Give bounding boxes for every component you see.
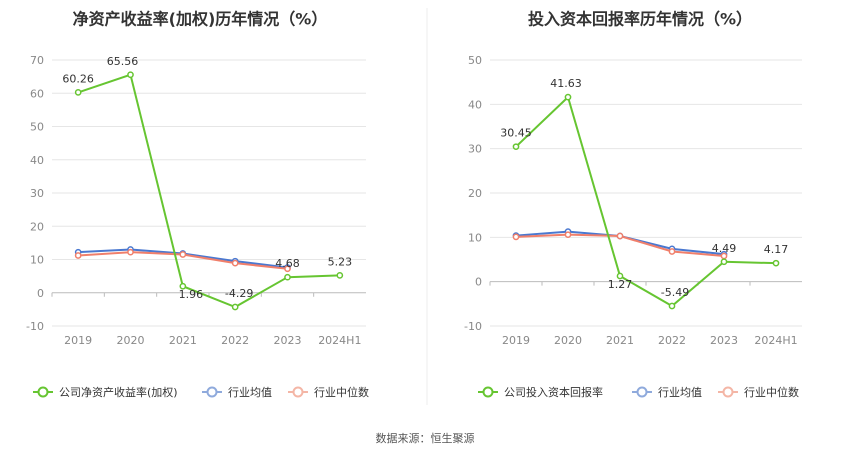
y-tick-label: 10	[30, 254, 44, 267]
data-label: 65.56	[107, 55, 139, 68]
data-label: 5.23	[328, 255, 353, 268]
data-point	[231, 259, 239, 267]
data-point	[179, 251, 187, 258]
x-tick-label: 2021	[169, 334, 197, 347]
data-point	[720, 258, 728, 266]
y-tick-label: -10	[26, 320, 44, 333]
data-label: -5.49	[661, 286, 689, 299]
y-tick-label: 0	[37, 287, 44, 300]
legend-marker	[636, 386, 648, 398]
data-point	[336, 272, 344, 279]
data-label: 4.68	[275, 257, 300, 270]
legend-label: 公司投入资本回报率	[504, 385, 603, 399]
chart-title: 投入资本回报率历年情况（%）	[528, 10, 752, 29]
x-tick-label: 2024H1	[754, 334, 797, 347]
legend-label: 行业中位数	[744, 385, 799, 399]
legend-marker	[722, 386, 734, 398]
y-tick-label: 20	[468, 187, 482, 200]
y-tick-label: 60	[30, 87, 44, 100]
data-point	[668, 302, 676, 310]
data-point	[74, 252, 82, 259]
legend-label: 行业均值	[658, 386, 702, 399]
company-series-line	[77, 73, 340, 309]
data-source-note: 数据来源：恒生聚源	[376, 431, 475, 445]
y-tick-label: -10	[464, 320, 482, 333]
x-tick-label: 2022	[658, 334, 686, 347]
data-point	[564, 93, 572, 101]
legend-marker	[292, 386, 304, 398]
company-series-line	[515, 95, 777, 308]
legend-marker	[37, 386, 49, 398]
y-tick-label: 0	[475, 276, 482, 289]
roic-chart: 投入资本回报率历年情况（%） 50 40 30 20 10 0 -10 2019 2020 2021…	[464, 10, 802, 399]
legend-label: 行业中位数	[314, 385, 369, 399]
data-point	[127, 71, 134, 79]
legend-label: 公司净资产收益率(加权)	[59, 385, 178, 399]
data-point	[564, 231, 572, 239]
x-tick-label: 2023	[274, 334, 302, 347]
y-tick-label: 40	[468, 98, 482, 111]
data-point	[231, 303, 239, 311]
x-tick-label: 2020	[117, 334, 145, 347]
y-tick-label: 20	[30, 220, 44, 233]
y-tick-label: 50	[30, 121, 44, 134]
data-point	[127, 248, 134, 256]
y-tick-label: 50	[468, 54, 482, 67]
data-label: 60.26	[62, 72, 94, 85]
x-tick-label: 2021	[606, 334, 634, 347]
data-point	[616, 232, 624, 240]
legend-marker	[482, 386, 494, 398]
legend-marker	[206, 386, 218, 398]
data-label: -4.29	[225, 287, 253, 300]
data-label: 4.49	[712, 242, 737, 255]
y-tick-label: 40	[30, 154, 44, 167]
x-tick-label: 2024H1	[318, 334, 361, 347]
y-tick-label: 70	[30, 54, 44, 67]
x-tick-label: 2022	[221, 334, 249, 347]
x-tick-label: 2019	[64, 334, 92, 347]
data-label: 4.17	[764, 243, 789, 256]
y-tick-label: 30	[468, 143, 482, 156]
roe-chart: 净资产收益率(加权)历年情况（%） 70 60 50 40 30 20 10 0 -10 2019 2…	[26, 10, 369, 400]
y-tick-label: 30	[30, 187, 44, 200]
x-tick-label: 2019	[502, 334, 530, 347]
data-point	[668, 248, 676, 255]
data-point	[284, 273, 291, 281]
data-point	[179, 282, 187, 290]
data-label: 41.63	[550, 77, 582, 90]
data-label: 1.27	[608, 278, 633, 291]
legend-label: 行业均值	[228, 386, 272, 399]
data-point	[284, 265, 291, 273]
data-point	[74, 89, 82, 96]
data-point	[512, 143, 520, 151]
x-tick-label: 2023	[710, 334, 738, 347]
x-tick-label: 2020	[554, 334, 582, 347]
data-point	[512, 233, 520, 241]
data-point	[772, 259, 780, 267]
data-label: 1.96	[179, 288, 204, 301]
data-point	[616, 272, 624, 280]
chart-title: 净资产收益率(加权)历年情况（%）	[73, 10, 328, 29]
y-tick-label: 10	[468, 231, 482, 244]
data-label: 30.45	[500, 127, 532, 140]
